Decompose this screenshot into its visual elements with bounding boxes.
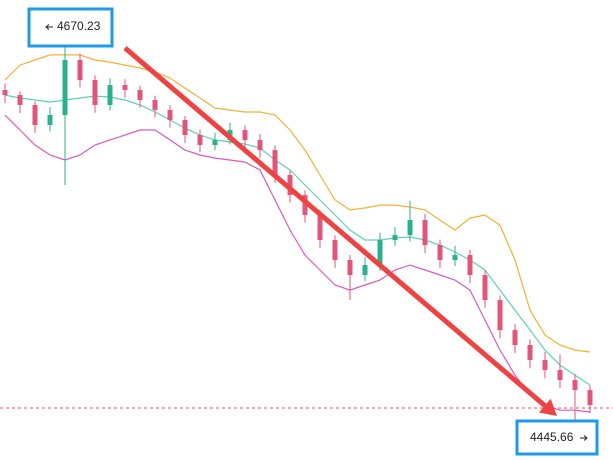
candle-body	[302, 195, 308, 216]
annotations: 4670.23 4445.66	[27, 7, 599, 456]
candle-body	[287, 175, 293, 196]
candle-body	[137, 90, 143, 101]
candle-body	[572, 380, 578, 391]
low-label: 4445.66	[530, 430, 574, 444]
candle-body	[77, 60, 83, 81]
candle-body	[47, 115, 53, 126]
trend-arrow-shaft	[123, 46, 547, 408]
candle-body	[557, 370, 563, 381]
candle-body	[542, 360, 548, 371]
candle-body	[62, 60, 68, 116]
candle-body	[332, 240, 338, 261]
candle-body	[392, 235, 398, 241]
high-label-arrow-head	[45, 24, 50, 30]
candle-body	[437, 245, 443, 261]
low-label-arrow-head	[583, 435, 588, 441]
high-label: 4670.23	[57, 19, 101, 33]
high-label-box	[27, 7, 114, 48]
candle-body	[212, 140, 218, 146]
candle-body	[17, 95, 23, 106]
candle-body	[92, 80, 98, 106]
band-line	[4, 54, 591, 353]
band-line	[4, 94, 591, 386]
candle-body	[167, 110, 173, 121]
band-line	[4, 114, 591, 413]
candle-body	[482, 275, 488, 301]
candle-body	[512, 330, 518, 346]
candle-body	[2, 90, 8, 96]
bands	[0, 54, 613, 413]
candle-body	[527, 345, 533, 361]
candles	[2, 28, 593, 420]
candle-body	[407, 220, 413, 236]
candle-body	[122, 85, 128, 91]
candle-body	[272, 150, 278, 176]
candle-body	[347, 260, 353, 276]
candle-body	[467, 255, 473, 276]
candle-body	[422, 220, 428, 246]
candle-body	[107, 85, 113, 106]
trend-arrow-head	[538, 398, 557, 416]
candle-body	[32, 105, 38, 126]
candle-body	[587, 390, 593, 406]
candle-body	[317, 215, 323, 241]
candle-body	[197, 135, 203, 146]
candle-body	[377, 240, 383, 266]
candle-body	[182, 120, 188, 136]
candle-body	[242, 130, 248, 141]
candle-body	[362, 265, 368, 276]
candle-body	[152, 100, 158, 111]
candle-body	[452, 255, 458, 261]
candle-body	[497, 300, 503, 331]
candle-body	[257, 140, 263, 151]
